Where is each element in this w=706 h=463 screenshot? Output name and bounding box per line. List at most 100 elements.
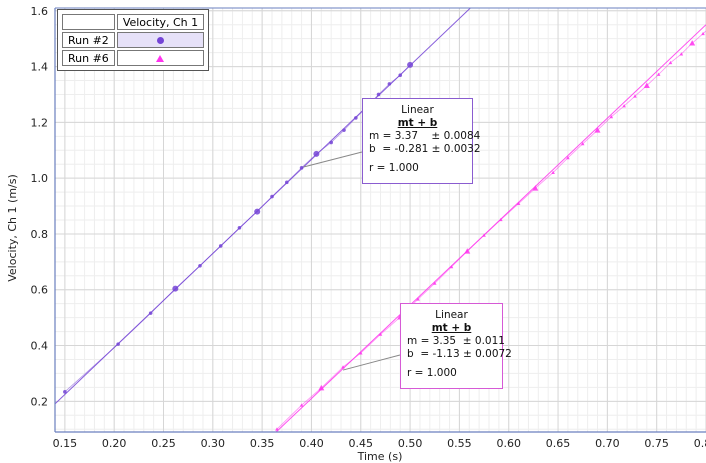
data-point bbox=[701, 31, 705, 36]
data-point bbox=[254, 208, 261, 215]
x-tick-label: 0.65 bbox=[546, 437, 571, 450]
fit-leader-lines bbox=[303, 151, 401, 371]
x-tick-label: 0.40 bbox=[299, 437, 324, 450]
data-point bbox=[482, 233, 486, 237]
data-point bbox=[354, 116, 358, 120]
legend-label: Run #6 bbox=[62, 50, 115, 66]
data-point bbox=[270, 194, 274, 199]
data-point bbox=[622, 104, 626, 108]
data-point bbox=[516, 201, 521, 205]
data-point bbox=[416, 297, 420, 301]
fit-intercept: b = -1.13 ± 0.0072 bbox=[407, 348, 512, 360]
data-points bbox=[63, 31, 705, 431]
x-tick-labels: 0.15 0.20 0.25 0.30 0.35 0.40 0.45 0.50 0.55 0.60… bbox=[53, 437, 706, 450]
data-point bbox=[464, 248, 471, 254]
linear-fit-box-run-2[interactable]: Linear mt + b m = 3.37 ± 0.0084 b = -0.2… bbox=[362, 98, 481, 184]
legend-header: Velocity, Ch 1 bbox=[116, 14, 205, 30]
x-tick-label: 0.55 bbox=[447, 437, 472, 450]
data-point bbox=[284, 180, 289, 185]
y-axis-title: Velocity, Ch 1 (m/s) bbox=[6, 174, 19, 282]
fit-correlation: r = 1.000 bbox=[369, 162, 419, 174]
data-point bbox=[633, 94, 637, 98]
data-point bbox=[329, 140, 333, 145]
x-tick-label: 0.50 bbox=[398, 437, 423, 450]
data-point bbox=[432, 281, 437, 285]
data-point bbox=[299, 403, 304, 407]
data-point bbox=[116, 342, 120, 346]
plot-frame bbox=[54, 7, 706, 433]
x-tick-label: 0.15 bbox=[53, 437, 78, 450]
data-point bbox=[376, 92, 381, 97]
x-tick-label: 0.25 bbox=[151, 437, 176, 450]
x-tick-label: 0.30 bbox=[201, 437, 226, 450]
x-tick-label: 0.70 bbox=[595, 437, 620, 450]
fit-slope: m = 3.35 ± 0.011 bbox=[407, 335, 505, 347]
data-point bbox=[63, 390, 67, 394]
data-point bbox=[342, 128, 346, 132]
data-point bbox=[398, 73, 403, 78]
legend-corner-cell bbox=[62, 14, 115, 30]
minor-grid bbox=[54, 8, 706, 432]
y-tick-label: 0.4 bbox=[31, 340, 49, 353]
x-tick-label: 0.20 bbox=[102, 437, 127, 450]
series-lines bbox=[64, 30, 706, 430]
x-tick-label: 0.45 bbox=[349, 437, 374, 450]
x-tick-label: 0.35 bbox=[250, 437, 275, 450]
y-tick-labels: 0.2 0.4 0.6 0.8 1.0 1.2 1.4 1.6 bbox=[31, 5, 49, 409]
data-point bbox=[148, 311, 153, 315]
fit-equation: mt + b bbox=[397, 117, 438, 129]
legend-row-run-2[interactable]: Run #2 bbox=[62, 32, 205, 48]
data-point bbox=[551, 170, 555, 175]
data-point bbox=[499, 217, 503, 222]
legend-symbol-cell bbox=[116, 50, 205, 66]
data-point bbox=[341, 365, 345, 369]
fit-title: Linear bbox=[435, 309, 468, 321]
y-tick-label: 1.2 bbox=[31, 116, 49, 129]
data-point bbox=[198, 263, 202, 268]
data-point bbox=[679, 52, 684, 56]
data-point bbox=[378, 332, 383, 336]
fit-leader-line bbox=[342, 354, 401, 371]
major-grid bbox=[55, 8, 706, 432]
data-point bbox=[532, 185, 539, 191]
x-axis-title: Time (s) bbox=[357, 450, 403, 463]
y-tick-label: 1.0 bbox=[31, 172, 49, 185]
x-tick-label: 0.80 bbox=[694, 437, 706, 450]
legend-row-run-6[interactable]: Run #6 bbox=[62, 50, 205, 66]
y-tick-label: 0.8 bbox=[31, 228, 49, 241]
data-point bbox=[668, 60, 673, 65]
data-point bbox=[358, 351, 363, 355]
legend-symbol-cell bbox=[116, 32, 205, 48]
data-point bbox=[313, 150, 320, 157]
fit-correlation: r = 1.000 bbox=[407, 367, 457, 379]
data-point bbox=[218, 244, 223, 248]
legend[interactable]: Velocity, Ch 1 Run #2 Run #6 bbox=[57, 9, 210, 71]
data-point bbox=[275, 427, 279, 431]
data-point bbox=[609, 114, 614, 119]
data-point bbox=[172, 285, 179, 292]
fit-leader-line bbox=[303, 151, 363, 168]
triangle-marker-icon bbox=[156, 55, 165, 62]
linear-fit-box-run-6[interactable]: Linear mt + b m = 3.35 ± 0.011 b = -1.13… bbox=[400, 303, 512, 389]
fit-intercept: b = -0.281 ± 0.0032 bbox=[369, 143, 481, 155]
fit-equation: mt + b bbox=[431, 322, 472, 334]
legend-label: Run #2 bbox=[62, 32, 115, 48]
fit-slope: m = 3.37 ± 0.0084 bbox=[369, 130, 481, 142]
data-point bbox=[407, 61, 414, 68]
series-line bbox=[64, 64, 411, 393]
circle-marker-icon bbox=[156, 37, 164, 44]
x-tick-label: 0.60 bbox=[496, 437, 521, 450]
y-tick-label: 1.4 bbox=[31, 61, 49, 74]
data-point bbox=[387, 82, 392, 86]
data-point bbox=[566, 155, 570, 160]
x-tick-label: 0.75 bbox=[644, 437, 669, 450]
y-tick-label: 1.6 bbox=[31, 5, 49, 18]
fit-title: Linear bbox=[401, 104, 434, 116]
y-tick-label: 0.2 bbox=[31, 395, 49, 408]
data-point bbox=[318, 384, 325, 391]
data-point bbox=[299, 166, 304, 170]
data-point bbox=[237, 226, 242, 230]
data-point bbox=[656, 72, 661, 76]
data-point bbox=[580, 142, 585, 146]
data-point bbox=[594, 127, 601, 133]
